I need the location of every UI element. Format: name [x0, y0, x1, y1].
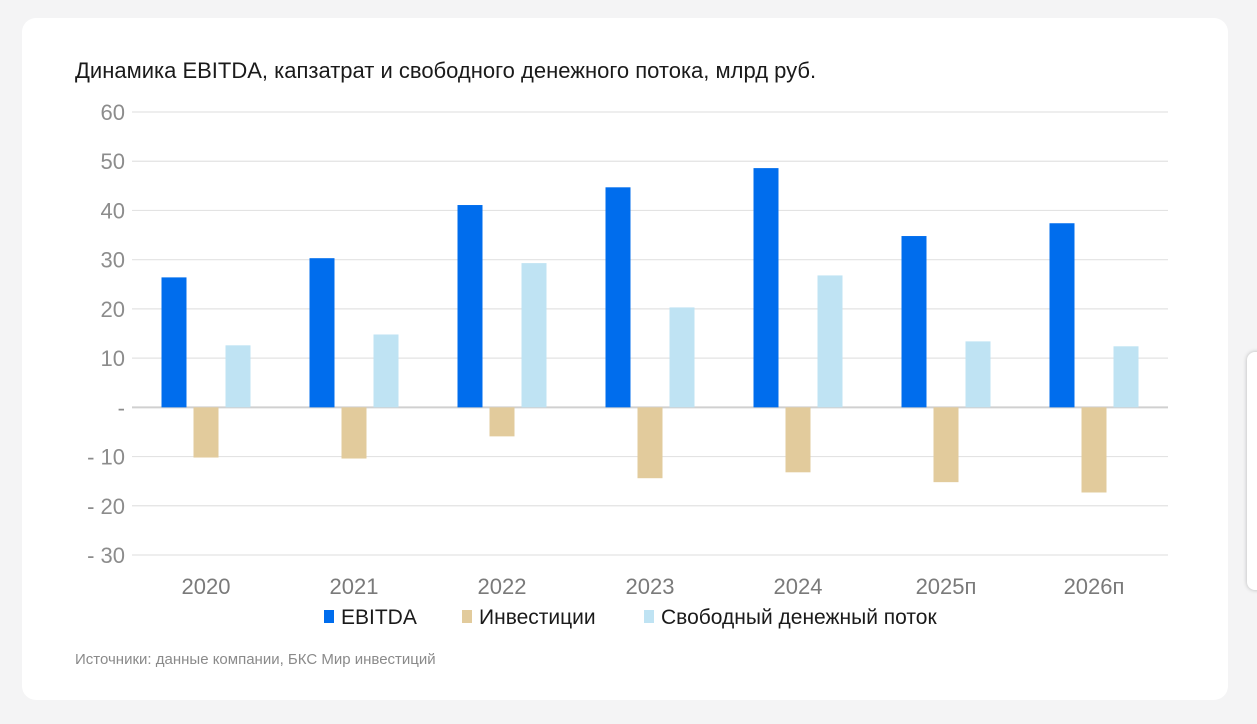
legend-swatch: [644, 610, 654, 623]
x-tick-label: 2025п: [916, 574, 977, 599]
bar-инвестиции-2026п: [1081, 407, 1107, 493]
x-tick-label: 2024: [774, 574, 823, 599]
bar-ebitda-2024: [753, 168, 779, 408]
bar-инвестиции-2021: [341, 407, 367, 459]
legend-swatch: [462, 610, 472, 623]
y-tick-label: 30: [101, 248, 125, 273]
x-tick-label: 2020: [182, 574, 231, 599]
bar-свободный-денежный-поток-2024: [817, 275, 843, 408]
bar-свободный-денежный-поток-2025п: [965, 341, 991, 408]
side-scroll-tab[interactable]: [1247, 352, 1257, 590]
bar-инвестиции-2023: [637, 407, 663, 479]
y-tick-label: - 10: [87, 445, 125, 470]
y-tick-label: - 20: [87, 494, 125, 519]
source-note: Источники: данные компании, БКС Мир инве…: [75, 651, 436, 668]
bar-свободный-денежный-поток-2021: [373, 334, 399, 408]
legend-swatch: [324, 610, 334, 623]
bar-свободный-денежный-поток-2022: [521, 263, 547, 408]
y-tick-label: 40: [101, 198, 125, 223]
x-tick-label: 2026п: [1064, 574, 1125, 599]
bar-инвестиции-2020: [193, 407, 219, 458]
y-tick-label: 50: [101, 149, 125, 174]
bar-свободный-денежный-поток-2020: [225, 345, 251, 408]
bar-свободный-денежный-поток-2026п: [1113, 346, 1139, 408]
bar-ebitda-2021: [309, 258, 335, 408]
bar-свободный-денежный-поток-2023: [669, 307, 695, 408]
bar-ebitda-2023: [605, 187, 631, 408]
bar-ebitda-2022: [457, 205, 483, 408]
y-tick-label: 10: [101, 346, 125, 371]
legend-label: Инвестиции: [479, 606, 596, 629]
x-tick-label: 2021: [330, 574, 379, 599]
bar-ebitda-2026п: [1049, 223, 1075, 408]
x-tick-label: 2022: [478, 574, 527, 599]
bar-ebitda-2020: [161, 277, 187, 408]
legend-label: EBITDA: [341, 606, 417, 629]
legend-label: Свободный денежный поток: [661, 606, 937, 629]
bar-инвестиции-2025п: [933, 407, 959, 483]
y-tick-label: 60: [101, 100, 125, 125]
bar-инвестиции-2022: [489, 407, 515, 437]
bar-ebitda-2025п: [901, 236, 927, 408]
y-tick-label: -: [118, 395, 125, 420]
y-tick-label: 20: [101, 297, 125, 322]
chart-title: Динамика EBITDA, капзатрат и свободного …: [75, 58, 817, 83]
x-tick-label: 2023: [626, 574, 675, 599]
y-tick-label: - 30: [87, 543, 125, 568]
bar-инвестиции-2024: [785, 407, 811, 473]
